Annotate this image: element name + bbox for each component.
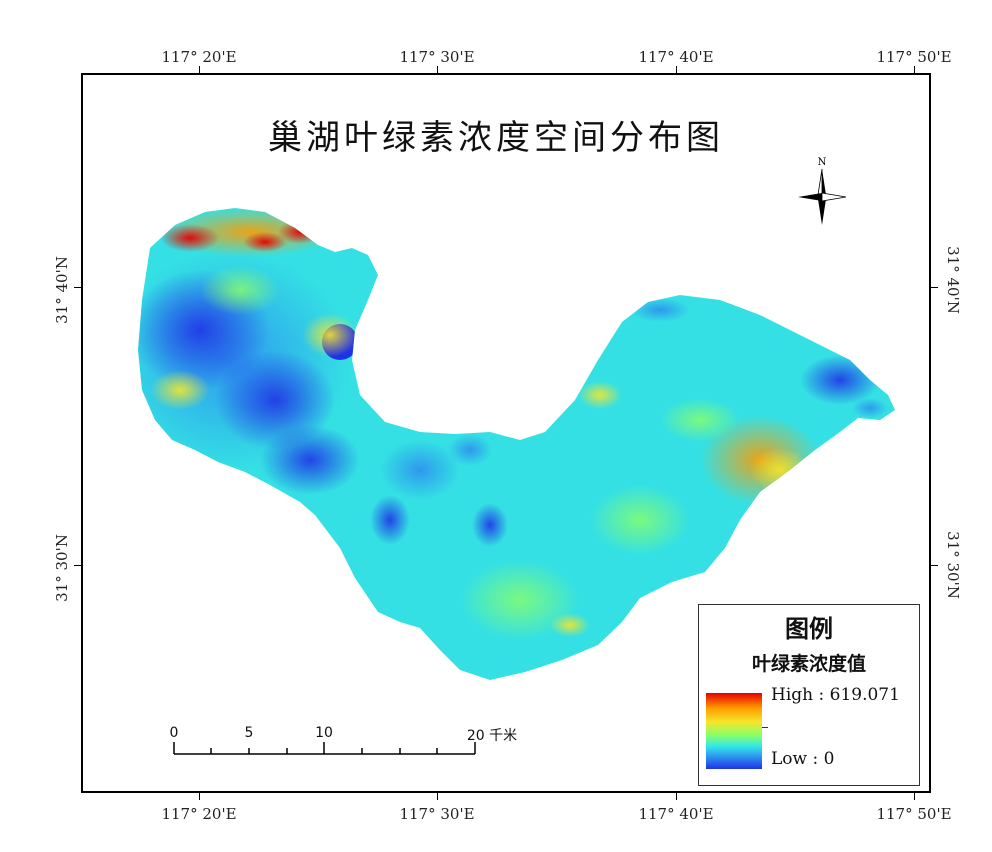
tick-mark-right-1 — [931, 287, 938, 288]
legend-color-ramp — [706, 693, 762, 769]
north-arrow-icon: N — [798, 157, 847, 225]
bottom-tick-label-2: 117° 30'E — [399, 805, 475, 823]
bottom-tick-label-3: 117° 40'E — [638, 805, 714, 823]
legend: 图例 叶绿素浓度值 High : 619.071 Low : 0 — [698, 604, 920, 786]
tick-mark-bottom-1 — [199, 793, 200, 800]
scale-label-5: 5 — [244, 725, 254, 741]
tick-mark-top-3 — [676, 66, 677, 73]
scale-label-20: 20 千米 — [466, 728, 518, 744]
tick-mark-top-2 — [437, 66, 438, 73]
north-arrow-label: N — [818, 157, 827, 168]
map-title: 巢湖叶绿素浓度空间分布图 — [268, 118, 724, 158]
tick-mark-bottom-3 — [676, 793, 677, 800]
bottom-tick-label-1: 117° 20'E — [161, 805, 237, 823]
tick-mark-right-2 — [931, 565, 938, 566]
legend-subtitle: 叶绿素浓度值 — [751, 653, 866, 675]
scale-label-10: 10 — [315, 725, 333, 741]
top-tick-label-4: 117° 50'E — [876, 48, 952, 66]
tick-mark-top-4 — [914, 66, 915, 73]
tick-mark-bottom-4 — [914, 793, 915, 800]
scale-label-0: 0 — [169, 725, 179, 741]
tick-mark-left-1 — [74, 287, 81, 288]
legend-low-label: Low : 0 — [771, 749, 835, 769]
scale-bar — [173, 742, 476, 755]
top-tick-label-3: 117° 40'E — [638, 48, 714, 66]
top-tick-label-1: 117° 20'E — [161, 48, 237, 66]
tick-mark-bottom-2 — [437, 793, 438, 800]
tick-mark-left-2 — [74, 565, 81, 566]
bottom-tick-label-4: 117° 50'E — [876, 805, 952, 823]
legend-high-label: High : 619.071 — [771, 685, 900, 705]
top-tick-label-2: 117° 30'E — [399, 48, 475, 66]
tick-mark-top-1 — [199, 66, 200, 73]
legend-mid-tick — [762, 727, 768, 728]
legend-title: 图例 — [785, 615, 833, 643]
